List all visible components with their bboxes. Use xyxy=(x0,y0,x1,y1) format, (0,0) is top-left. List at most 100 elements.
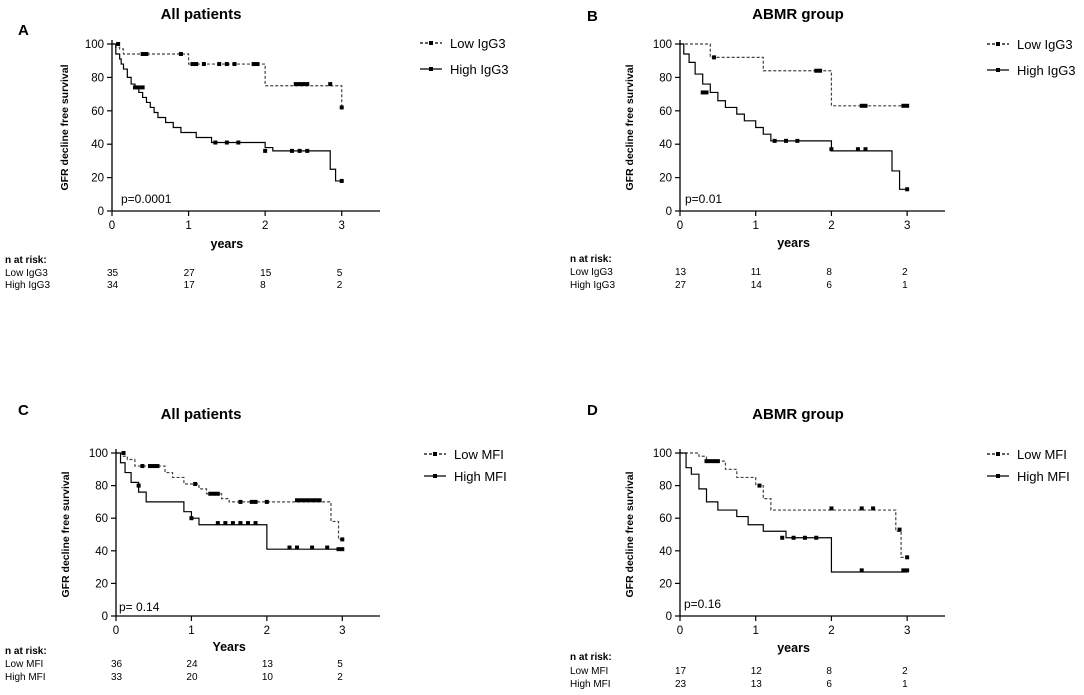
x-tick-label: 1 xyxy=(185,220,191,232)
y-tick-label: 0 xyxy=(666,611,672,623)
legend-label-high-igg3: High IgG3 xyxy=(450,62,509,77)
x-tick-label: 0 xyxy=(677,625,683,637)
risk-row-label-low-mfi: Low MFI xyxy=(5,659,43,670)
censor-mark-high-igg3 xyxy=(700,90,705,95)
censor-mark-low-igg3 xyxy=(901,103,906,108)
censor-mark-low-mfi xyxy=(193,481,198,486)
x-tick-label: 0 xyxy=(109,220,115,232)
censor-mark-high-mfi xyxy=(230,521,235,526)
legend-marker-low-igg3 xyxy=(429,41,433,45)
risk-row-label-high-igg3: High IgG3 xyxy=(570,280,615,291)
x-tick-label: 1 xyxy=(753,220,759,232)
risk-value-high-mfi: 2 xyxy=(337,672,343,683)
censor-mark-high-mfi xyxy=(791,535,796,540)
y-tick-label: 60 xyxy=(659,106,672,118)
risk-value-low-mfi: 8 xyxy=(826,666,832,677)
censor-mark-high-mfi xyxy=(859,568,864,573)
censor-mark-high-mfi xyxy=(253,521,258,526)
censor-mark-high-mfi xyxy=(238,521,243,526)
censor-mark-low-mfi xyxy=(140,464,145,469)
y-tick-label: 100 xyxy=(653,39,672,51)
x-tick-label: 0 xyxy=(677,220,683,232)
risk-value-high-mfi: 20 xyxy=(186,672,198,683)
censor-mark-high-igg3 xyxy=(795,138,800,143)
censor-mark-low-mfi xyxy=(859,506,864,511)
censor-mark-low-mfi xyxy=(253,499,258,504)
censor-mark-low-igg3 xyxy=(201,62,206,67)
censor-mark-low-mfi xyxy=(208,491,213,496)
y-tick-label: 80 xyxy=(91,72,104,84)
risk-value-low-mfi: 2 xyxy=(902,666,908,677)
censor-mark-high-igg3 xyxy=(297,148,302,153)
censor-mark-low-igg3 xyxy=(144,52,149,57)
censor-mark-low-mfi xyxy=(295,498,300,503)
y-tick-label: 60 xyxy=(91,106,104,118)
risk-row-label-high-mfi: High MFI xyxy=(570,679,611,690)
p-value: p=0.16 xyxy=(684,597,721,611)
x-axis-label: years xyxy=(777,236,810,250)
y-tick-label: 0 xyxy=(666,206,672,218)
x-tick-label: 2 xyxy=(828,625,834,637)
series-line-high-igg3 xyxy=(112,43,342,182)
risk-value-low-mfi: 36 xyxy=(111,659,123,670)
censor-mark-low-igg3 xyxy=(863,103,868,108)
y-axis-label: GFR decline free survival xyxy=(59,64,71,190)
x-tick-label: 3 xyxy=(904,625,910,637)
risk-value-low-igg3: 8 xyxy=(826,267,832,278)
legend-label-high-igg3: High IgG3 xyxy=(1017,63,1076,78)
legend-marker-high-igg3 xyxy=(429,67,433,71)
censor-mark-high-mfi xyxy=(310,545,315,550)
risk-value-low-mfi: 24 xyxy=(186,659,198,670)
risk-value-low-mfi: 12 xyxy=(751,666,763,677)
p-value: p= 0.14 xyxy=(119,600,160,614)
censor-mark-high-igg3 xyxy=(905,187,910,192)
risk-table-header: n at risk: xyxy=(570,254,612,265)
risk-value-high-mfi: 10 xyxy=(262,672,274,683)
legend-marker-low-mfi xyxy=(996,452,1000,456)
panel-letter: B xyxy=(587,8,598,25)
censor-mark-low-igg3 xyxy=(116,42,121,46)
y-tick-label: 20 xyxy=(659,173,672,185)
censor-mark-low-igg3 xyxy=(712,55,717,60)
censor-mark-high-mfi xyxy=(215,521,220,526)
censor-mark-low-mfi xyxy=(155,464,160,469)
censor-mark-high-mfi xyxy=(223,521,228,526)
censor-mark-low-igg3 xyxy=(224,62,229,67)
y-tick-label: 40 xyxy=(91,139,104,151)
risk-table-header: n at risk: xyxy=(5,255,47,266)
risk-value-low-mfi: 13 xyxy=(262,659,274,670)
panel-b: B ABMR group 0 20 40 60 80 100 0 1 2 3 years GFR decl… xyxy=(570,6,1076,291)
p-value: p=0.01 xyxy=(685,192,722,206)
censor-mark-low-igg3 xyxy=(814,68,819,73)
legend-marker-low-mfi xyxy=(433,452,437,456)
series-line-high-mfi xyxy=(680,452,908,573)
censor-mark-low-igg3 xyxy=(328,82,333,87)
censor-mark-low-mfi xyxy=(306,498,311,503)
censor-mark-high-mfi xyxy=(814,535,819,540)
censor-mark-high-igg3 xyxy=(263,148,268,153)
censor-mark-high-igg3 xyxy=(704,90,709,95)
censor-mark-high-igg3 xyxy=(829,147,834,152)
series-line-low-igg3 xyxy=(680,43,908,107)
legend-marker-high-mfi xyxy=(433,474,437,478)
censor-mark-low-mfi xyxy=(264,499,269,504)
censor-mark-low-igg3 xyxy=(859,103,864,108)
risk-value-high-mfi: 13 xyxy=(751,679,763,690)
y-tick-label: 20 xyxy=(95,578,108,590)
censor-mark-high-igg3 xyxy=(132,85,137,90)
y-tick-label: 80 xyxy=(95,481,108,493)
panel-letter: D xyxy=(587,402,598,419)
censor-mark-high-igg3 xyxy=(855,147,860,152)
risk-row-label-low-igg3: Low IgG3 xyxy=(5,268,48,279)
censor-mark-high-igg3 xyxy=(224,140,229,145)
y-tick-label: 40 xyxy=(95,546,108,558)
risk-value-low-mfi: 5 xyxy=(337,659,343,670)
risk-value-low-igg3: 13 xyxy=(675,267,687,278)
x-tick-label: 2 xyxy=(264,625,270,637)
risk-table-header: n at risk: xyxy=(5,646,47,657)
censor-mark-low-mfi xyxy=(249,499,254,504)
risk-value-high-mfi: 1 xyxy=(902,679,908,690)
legend-label-low-igg3: Low IgG3 xyxy=(450,36,506,51)
risk-value-low-igg3: 5 xyxy=(337,268,343,279)
censor-mark-low-mfi xyxy=(704,459,709,464)
